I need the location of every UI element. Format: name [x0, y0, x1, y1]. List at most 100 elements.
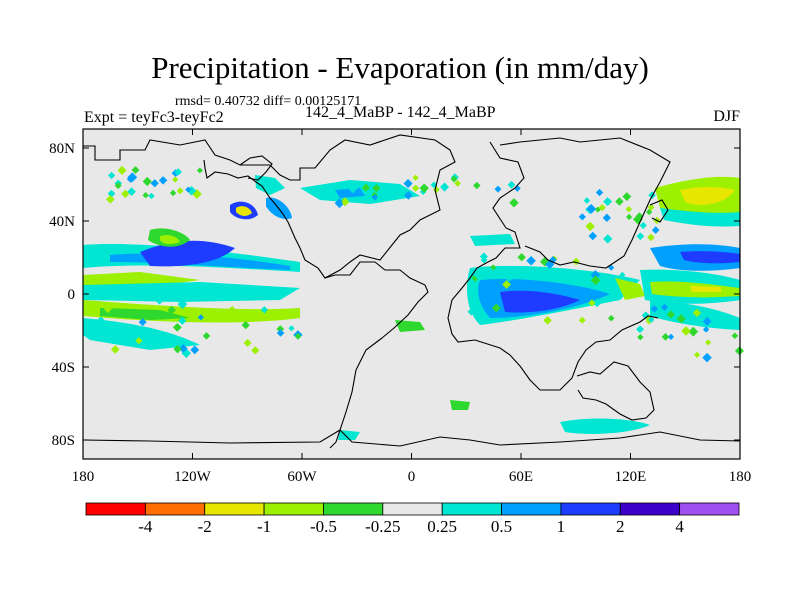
- contour-speckle: [260, 306, 269, 314]
- contour-speckle: [178, 316, 187, 325]
- contour-speckle: [114, 182, 122, 190]
- contour-speckle: [121, 189, 130, 199]
- contour-speckle: [626, 213, 633, 221]
- coastline-australia: [576, 361, 655, 421]
- contour-speckle: [294, 332, 302, 340]
- x-tick-label: 60W: [287, 469, 317, 485]
- x-tick-label: 180: [729, 469, 752, 485]
- contour-speckle: [348, 183, 358, 194]
- colorbar-swatch: [560, 502, 621, 516]
- contour-speckle: [172, 322, 182, 332]
- coastline-greenland: [239, 155, 273, 181]
- contour-region: [690, 286, 722, 292]
- coastline-antarctica: [82, 429, 741, 447]
- contour-speckle: [202, 332, 211, 340]
- contour-speckle: [108, 171, 116, 180]
- contour-speckle: [650, 305, 659, 313]
- contour-speckle: [440, 182, 450, 192]
- coastline-europe-africa: [447, 141, 659, 391]
- contour-region: [395, 320, 425, 332]
- contour-speckle: [636, 232, 645, 241]
- contour-speckle: [549, 256, 557, 264]
- colorbar-label: -1: [257, 517, 271, 536]
- axis-ticks: 180 120W 60W 0 60E 120E 180 80N 40N 0 40S 80S: [49, 129, 751, 485]
- contour-speckle: [588, 299, 596, 307]
- contour-speckle: [473, 181, 481, 190]
- contour-region: [160, 234, 180, 245]
- contour-speckle: [590, 270, 601, 280]
- contour-speckle: [131, 166, 140, 174]
- contour-speckle: [595, 188, 604, 197]
- contour-speckle: [688, 326, 699, 337]
- contour-speckle: [636, 325, 644, 334]
- contour-speckle: [433, 186, 440, 193]
- contour-speckle: [190, 345, 200, 355]
- contour-speckle: [588, 231, 597, 241]
- contour-speckle: [702, 326, 710, 333]
- colorbar-label: -4: [138, 517, 153, 536]
- contour-speckle: [467, 277, 476, 287]
- y-tick-label: 80S: [52, 433, 75, 449]
- contour-speckle: [467, 307, 476, 316]
- contour-region: [83, 282, 300, 302]
- x-tick-label: 120W: [174, 469, 212, 485]
- y-tick-label: 40N: [49, 214, 75, 230]
- contour-speckle: [526, 256, 536, 266]
- colorbar-label: 0.25: [427, 517, 457, 536]
- contour-speckle: [494, 185, 502, 193]
- contour-speckle: [96, 316, 105, 325]
- contour-speckle: [681, 310, 692, 320]
- y-tick-label: 0: [68, 287, 76, 303]
- contour-speckle: [142, 192, 149, 199]
- contour-speckle: [583, 197, 591, 204]
- colorbar-swatch: [323, 502, 384, 516]
- contour-speckle: [173, 345, 182, 354]
- colorbar-swatch: [263, 502, 324, 516]
- contour-speckle: [615, 197, 624, 206]
- contour-speckle: [491, 303, 501, 313]
- contour-speckle: [192, 189, 202, 199]
- colorbar-swatch: [85, 502, 146, 516]
- y-tick-label: 80N: [49, 141, 75, 157]
- contour-region: [500, 290, 580, 313]
- contour-speckle: [586, 204, 597, 214]
- colorbar-swatch: [679, 502, 740, 516]
- contour-speckle: [705, 339, 712, 346]
- coastline-north-america: [83, 134, 456, 279]
- contour-speckle: [106, 195, 115, 204]
- contour-speckle: [403, 178, 413, 189]
- contour-speckle: [603, 234, 613, 244]
- contour-speckle: [148, 192, 155, 200]
- contour-speckle: [103, 305, 112, 313]
- contour-speckle: [647, 233, 655, 242]
- colorbar-swatch: [204, 502, 265, 516]
- contour-speckle: [590, 275, 601, 286]
- contour-speckle: [172, 176, 179, 183]
- contour-speckle: [632, 214, 643, 225]
- contour-speckle: [276, 329, 285, 337]
- contour-speckle: [178, 344, 188, 353]
- coastline-japan-islands: [649, 199, 669, 223]
- contour-region: [338, 430, 360, 440]
- stats-line: rmsd= 0.40732 diff= 0.00125171: [175, 94, 362, 109]
- contour-region: [140, 240, 235, 267]
- colorbar-label: -0.5: [310, 517, 337, 536]
- contour-speckle: [543, 316, 552, 325]
- x-tick-label: 60E: [509, 469, 533, 485]
- contour-speckle: [681, 326, 691, 336]
- contour-speckle: [484, 287, 493, 295]
- contour-region: [83, 318, 200, 350]
- coastline-asia: [499, 137, 671, 269]
- contour-speckle: [158, 176, 168, 185]
- coastline-layer: [82, 134, 741, 449]
- x-tick-label: 0: [408, 469, 416, 485]
- contour-region: [83, 272, 200, 288]
- contour-speckle: [667, 333, 675, 341]
- contour-speckle: [107, 189, 116, 198]
- contour-region: [100, 308, 190, 320]
- contour-speckle: [639, 221, 647, 229]
- contour-speckle: [619, 271, 626, 278]
- contour-speckle: [243, 339, 252, 348]
- contour-speckle: [412, 174, 419, 181]
